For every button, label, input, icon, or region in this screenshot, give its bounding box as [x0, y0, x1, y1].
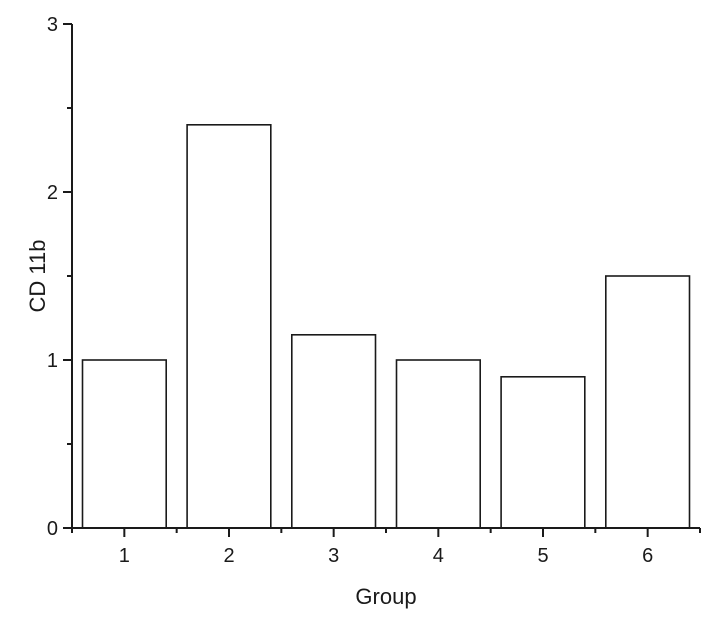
- bar-group-1: [81, 359, 167, 529]
- bar-group-5: [500, 375, 586, 529]
- x-tick-label: 2: [223, 545, 234, 567]
- bar-group-2: [186, 124, 272, 529]
- bar-group-3: [290, 333, 377, 529]
- tick-labels-group: 0 1 2 3 1 2 3 4 5 6: [47, 14, 653, 567]
- x-tick-label: 1: [119, 545, 130, 567]
- y-axis-title: CD 11b: [25, 240, 50, 313]
- bars-group: [81, 124, 691, 529]
- x-tick-label: 6: [642, 545, 653, 567]
- y-tick-label: 0: [47, 518, 58, 540]
- x-axis-title: Group: [355, 584, 416, 609]
- x-tick-label: 3: [328, 545, 339, 567]
- x-tick-label: 4: [433, 545, 444, 567]
- bar-group-6: [604, 275, 691, 529]
- y-tick-label: 3: [47, 14, 58, 36]
- bar-group-4: [395, 359, 481, 529]
- y-tick-label: 2: [47, 182, 58, 204]
- x-tick-label: 5: [537, 545, 548, 567]
- axes-group: [63, 23, 701, 537]
- y-tick-label: 1: [47, 350, 58, 372]
